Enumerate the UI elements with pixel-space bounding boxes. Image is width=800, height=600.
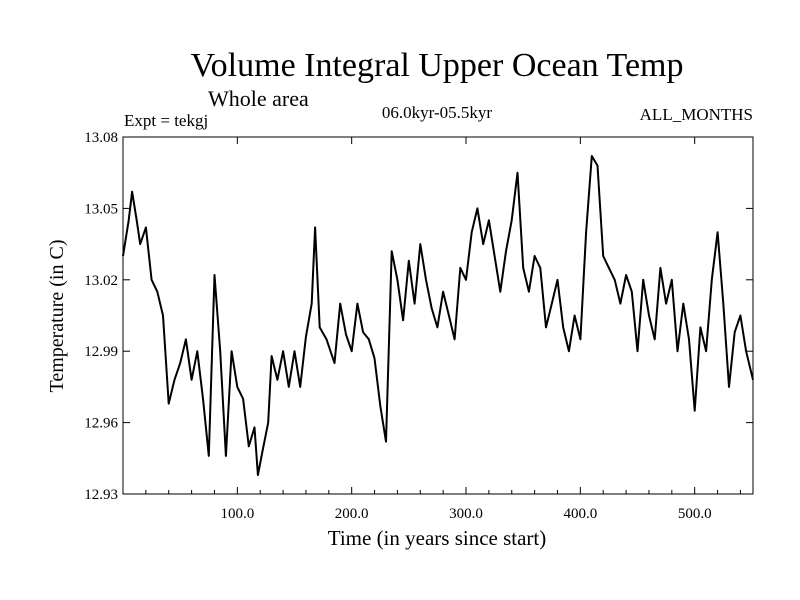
x-tick-label: 300.0 (449, 506, 483, 522)
x-tick-label: 100.0 (220, 506, 254, 522)
chart-title: Volume Integral Upper Ocean Temp (191, 47, 684, 84)
y-tick-label: 12.96 (84, 416, 118, 432)
months-label: ALL_MONTHS (640, 105, 753, 124)
y-tick-label: 12.93 (84, 487, 118, 503)
x-tick-label: 500.0 (678, 506, 712, 522)
y-axis-label: Temperature (in C) (46, 240, 68, 393)
chart-subtitle: Whole area (208, 86, 309, 111)
experiment-label: Expt = tekgj (124, 111, 208, 130)
y-axis: 12.93 12.96 12.99 13.02 13.05 13.08 (84, 130, 753, 503)
period-label: 06.0kyr-05.5kyr (382, 103, 492, 122)
plot-frame (122, 136, 754, 495)
series-line-tekgj (122, 155, 754, 476)
x-axis: 100.0 200.0 300.0 400.0 500.0 (145, 137, 741, 522)
x-tick-label: 400.0 (563, 506, 597, 522)
y-tick-label: 13.05 (84, 201, 118, 217)
y-tick-label: 13.02 (84, 273, 118, 289)
x-axis-label: Time (in years since start) (328, 526, 547, 550)
y-tick-label: 12.99 (84, 344, 118, 360)
y-tick-label: 13.08 (84, 130, 118, 146)
x-tick-label: 200.0 (335, 506, 369, 522)
